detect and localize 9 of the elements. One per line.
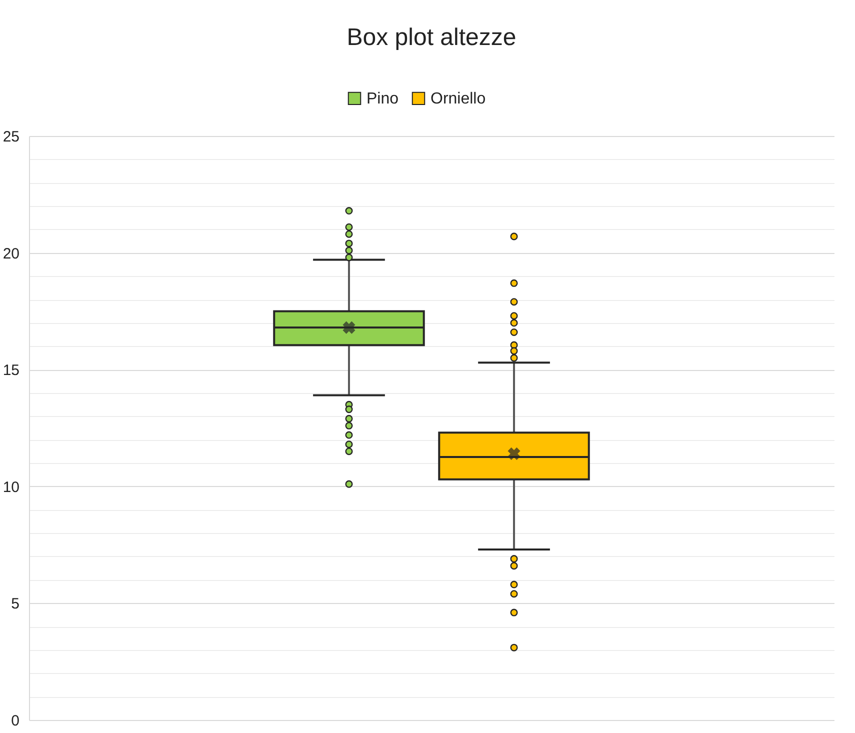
y-tick-label: 0 xyxy=(11,712,20,730)
y-tick-label: 5 xyxy=(11,596,20,613)
legend-label: Pino xyxy=(366,90,399,108)
y-tick-label: 20 xyxy=(2,245,20,262)
y-tick-label: 25 xyxy=(2,128,20,146)
chart-title: Box plot altezze xyxy=(346,24,516,51)
y-tick-label: 15 xyxy=(2,362,20,380)
legend-label: Orniello xyxy=(430,90,486,108)
y-tick-label: 10 xyxy=(2,478,20,496)
